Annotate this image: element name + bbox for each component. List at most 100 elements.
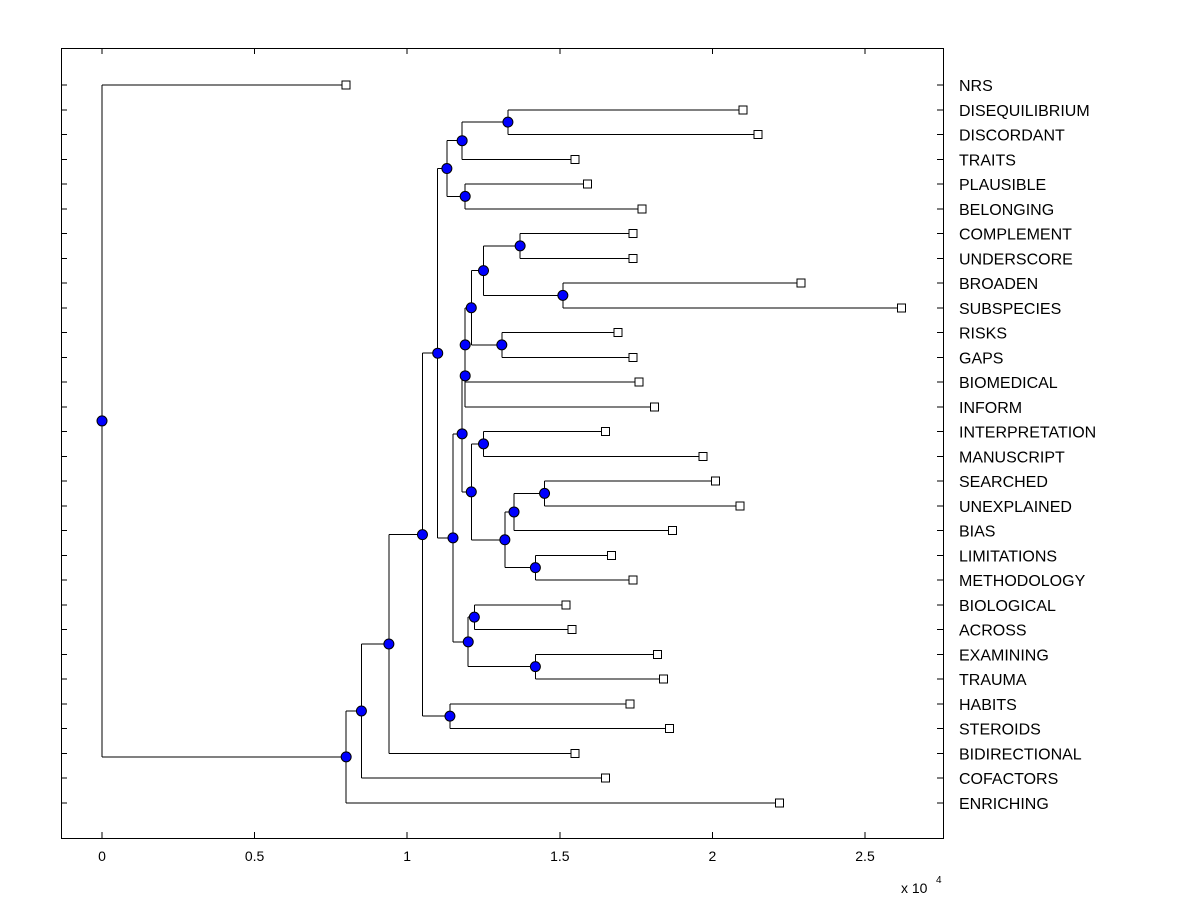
leaf-label: COMPLEMENT xyxy=(959,227,1072,244)
cluster-node-marker xyxy=(459,370,471,382)
cluster-node-marker xyxy=(529,562,541,574)
cluster-node-marker xyxy=(465,486,477,498)
leaf-marker xyxy=(607,550,617,560)
leaf-marker xyxy=(665,724,675,733)
leaf-marker xyxy=(710,476,720,486)
leaf-label: BIOLOGICAL xyxy=(959,598,1056,615)
leaf-marker xyxy=(698,451,708,461)
leaf-label: TRAITS xyxy=(959,152,1016,169)
leaf-label: DISCORDANT xyxy=(959,128,1065,145)
leaf-marker xyxy=(628,253,638,263)
leaf-label: TRAUMA xyxy=(959,672,1027,689)
cluster-node-marker xyxy=(432,347,444,359)
cluster-node-marker xyxy=(529,661,541,673)
leaf-marker xyxy=(796,278,806,288)
cluster-node-marker xyxy=(444,710,456,722)
cluster-node-marker xyxy=(456,428,468,440)
leaf-label: METHODOLOGY xyxy=(959,573,1086,590)
leaf-label: ENRICHING xyxy=(959,796,1049,813)
cluster-node-marker xyxy=(462,636,474,648)
leaf-marker xyxy=(897,303,907,313)
leaf-label: RISKS xyxy=(959,326,1007,343)
cluster-node-marker xyxy=(456,135,468,147)
leaf-label: BIDIRECTIONAL xyxy=(959,746,1082,763)
leaf-label: BIAS xyxy=(959,524,995,541)
leaf-marker xyxy=(634,377,644,387)
leaf-marker xyxy=(668,526,678,535)
cluster-node-marker xyxy=(514,240,526,252)
axis-ticks xyxy=(61,48,943,838)
leaf-label: INFORM xyxy=(959,400,1022,417)
plot-area xyxy=(61,48,944,839)
leaf-marker xyxy=(628,352,638,362)
leaf-marker xyxy=(570,154,580,164)
leaf-marker xyxy=(628,575,638,585)
leaf-marker xyxy=(582,179,592,189)
cluster-node-marker xyxy=(459,339,471,351)
leaf-label: MANUSCRIPT xyxy=(959,449,1065,466)
leaf-marker xyxy=(613,328,623,337)
cluster-node-marker xyxy=(478,438,489,450)
leaf-label: INTERPRETATION xyxy=(959,425,1096,442)
x-tick-label: 0 xyxy=(98,848,106,864)
leaf-marker xyxy=(637,204,647,214)
leaf-marker xyxy=(567,625,577,634)
cluster-node-marker xyxy=(557,289,569,301)
leaf-marker xyxy=(738,105,748,115)
leaf-marker xyxy=(561,600,571,610)
x-tick-labels: 0 0.5 1 1.5 2 2.5 xyxy=(98,848,875,864)
leaf-marker xyxy=(601,427,611,436)
leaf-marker xyxy=(341,80,351,90)
leaf-label: STEROIDS xyxy=(959,722,1041,739)
leaf-marker xyxy=(775,798,785,808)
cluster-node-marker xyxy=(499,534,511,546)
x-tick-label: 2 xyxy=(709,848,717,864)
x-axis-multiplier: x 10 xyxy=(901,880,928,896)
node-markers xyxy=(96,116,569,763)
leaf-marker xyxy=(652,649,662,659)
cluster-node-marker xyxy=(539,487,551,499)
leaf-label: BIOMEDICAL xyxy=(959,375,1058,392)
cluster-node-marker xyxy=(459,190,471,202)
cluster-node-marker xyxy=(496,339,508,351)
leaf-label: PLAUSIBLE xyxy=(959,177,1046,194)
cluster-node-marker xyxy=(383,638,395,650)
leaf-label: UNEXPLAINED xyxy=(959,499,1072,516)
cluster-node-marker xyxy=(447,532,459,544)
cluster-node-marker xyxy=(468,611,480,623)
leaf-marker xyxy=(625,699,635,709)
cluster-node-marker xyxy=(465,302,477,314)
leaf-label: SUBSPECIES xyxy=(959,301,1061,318)
leaf-label: DISEQUILIBRIUM xyxy=(959,103,1090,120)
cluster-node-marker xyxy=(96,415,108,427)
cluster-node-marker xyxy=(502,116,514,128)
cluster-node-marker xyxy=(340,751,352,763)
leaf-label: BELONGING xyxy=(959,202,1054,219)
leaf-marker xyxy=(659,674,669,684)
leaf-label: COFACTORS xyxy=(959,771,1058,788)
leaf-labels: NRS DISEQUILIBRIUM DISCORDANT TRAITS PLAUSIB… xyxy=(959,78,1096,813)
x-multiplier-exponent: 4 xyxy=(936,875,942,886)
leaf-label: NRS xyxy=(959,78,993,95)
leaf-label: GAPS xyxy=(959,350,1003,367)
leaf-label: UNDERSCORE xyxy=(959,251,1073,268)
x-tick-label: 1.5 xyxy=(550,848,570,864)
leaf-marker xyxy=(649,402,659,412)
cluster-node-marker xyxy=(478,265,489,277)
leaf-marker xyxy=(628,229,638,238)
x-multiplier-text: x 10 xyxy=(901,880,928,896)
leaf-label: HABITS xyxy=(959,697,1017,714)
leaf-marker xyxy=(601,773,611,783)
leaf-label: EXAMINING xyxy=(959,647,1049,664)
cluster-node-marker xyxy=(416,529,428,541)
leaf-label: SEARCHED xyxy=(959,474,1048,491)
leaf-marker xyxy=(753,130,763,139)
cluster-node-marker xyxy=(441,163,453,175)
leaf-label: BROADEN xyxy=(959,276,1038,293)
leaf-label: LIMITATIONS xyxy=(959,548,1057,565)
leaf-label: ACROSS xyxy=(959,623,1027,640)
x-tick-label: 1 xyxy=(403,848,411,864)
x-tick-label: 2.5 xyxy=(855,848,875,864)
leaf-markers xyxy=(341,80,907,808)
